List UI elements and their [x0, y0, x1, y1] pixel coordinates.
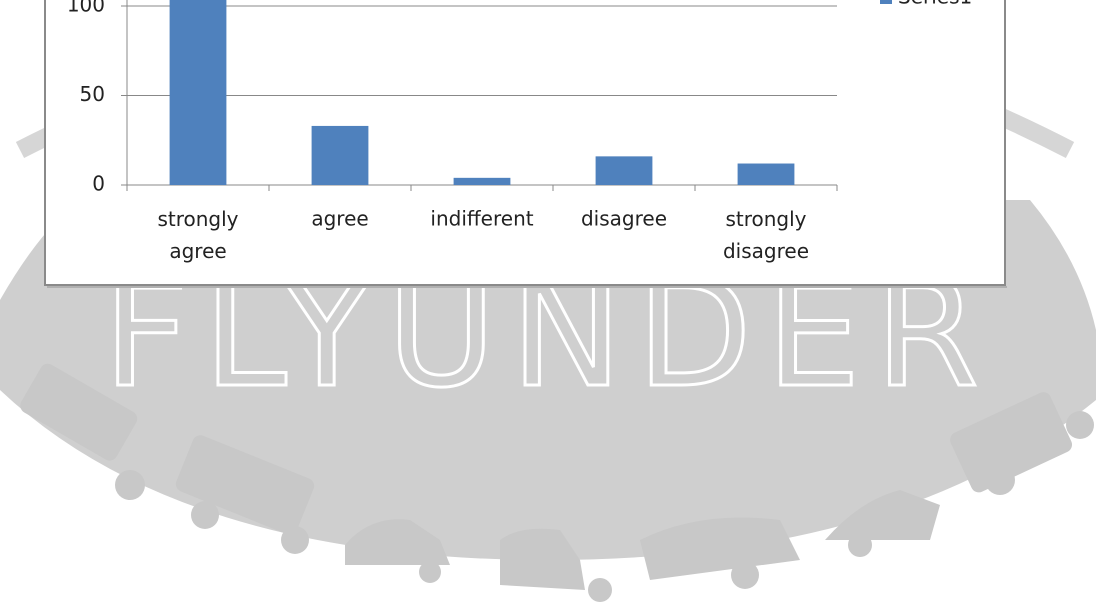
x-tick-label: strongly agree: [157, 207, 238, 263]
bar: [737, 163, 795, 185]
x-tick-label: strongly disagree: [723, 207, 809, 263]
chart: 0 50 100 strongly agree agree indifferent disag…: [67, 0, 972, 263]
bar: [311, 125, 369, 185]
legend-label: Series1: [898, 0, 972, 9]
watermark-background: FLYUNDER: [0, 6, 1096, 602]
bar: [453, 177, 511, 185]
bar: [169, 0, 227, 185]
x-tick-label: indifferent: [430, 207, 533, 231]
y-tick-label: 0: [92, 172, 105, 196]
legend-swatch: [880, 0, 892, 4]
x-tick-label: agree: [311, 207, 368, 231]
y-tick-label: 50: [80, 82, 105, 106]
bar: [595, 156, 653, 185]
y-tick-label: 100: [67, 0, 105, 17]
x-tick-label: disagree: [581, 207, 667, 231]
